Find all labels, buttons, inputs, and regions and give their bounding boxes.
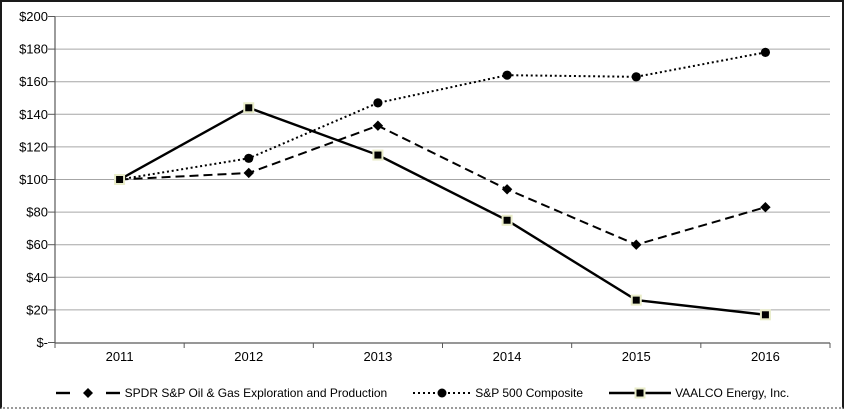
legend-item-spdr: SPDR S&P Oil & Gas Exploration and Produ…	[55, 386, 388, 400]
legend-item-sp500: S&P 500 Composite	[413, 386, 583, 400]
legend-label-spdr: SPDR S&P Oil & Gas Exploration and Produ…	[124, 386, 388, 400]
legend-label-sp500: S&P 500 Composite	[475, 386, 584, 400]
y-tick-label: $180	[19, 42, 48, 57]
square-marker	[114, 174, 126, 185]
y-tick-label: $40	[26, 270, 48, 285]
x-tick-label: 2012	[234, 349, 263, 364]
x-tick-label: 2016	[751, 349, 780, 364]
x-tick-label: 2011	[106, 349, 134, 364]
circle-marker	[244, 153, 254, 163]
circle-marker	[502, 70, 512, 80]
dashed-diamond-line-sample-icon	[55, 388, 120, 398]
y-tick-label: $160	[19, 74, 48, 89]
y-tick-label: $120	[19, 139, 48, 154]
circle-marker	[760, 47, 771, 57]
x-tick-label: 2014	[493, 349, 522, 364]
square-marker	[372, 149, 384, 161]
diamond-marker	[372, 120, 384, 131]
solid-square-line-sample-icon	[609, 387, 672, 399]
legend-label-vaalco: VAALCO Energy, Inc.	[675, 386, 790, 400]
diamond-marker	[760, 202, 771, 213]
square-marker	[759, 309, 771, 321]
chart-legend: SPDR S&P Oil & Gas Exploration and Produ…	[2, 383, 842, 403]
y-tick-label: $60	[26, 237, 48, 252]
y-tick-label: $200	[19, 9, 48, 24]
circle-marker	[373, 98, 383, 108]
y-tick-label: $140	[19, 107, 48, 122]
series-circle	[114, 47, 771, 185]
diamond-marker	[631, 239, 642, 250]
dotted-circle-line-sample-icon	[413, 388, 472, 398]
y-tick-label: $80	[26, 205, 48, 220]
square-marker	[630, 294, 642, 306]
axis-ticks	[48, 16, 831, 348]
x-tick-label: 2015	[622, 349, 651, 364]
y-gridlines	[55, 16, 830, 311]
y-tick-label: $20	[26, 302, 48, 317]
square-marker	[243, 102, 255, 114]
circle-marker	[631, 72, 641, 82]
legend-item-vaalco: VAALCO Energy, Inc.	[609, 386, 789, 400]
diamond-marker	[501, 184, 513, 195]
square-marker	[501, 214, 513, 226]
diamond-marker	[243, 167, 254, 179]
x-axis-labels: 2011 2012 2013 2014 2015 2016	[106, 349, 780, 364]
series-square	[114, 102, 771, 321]
x-tick-label: 2013	[363, 349, 392, 364]
y-axis-labels: $- $20 $40 $60 $80 $100 $120 $140 $160 $180 $200	[19, 9, 48, 350]
series-diamond	[114, 120, 771, 250]
y-tick-label: $-	[36, 335, 48, 350]
y-tick-label: $100	[19, 172, 48, 187]
